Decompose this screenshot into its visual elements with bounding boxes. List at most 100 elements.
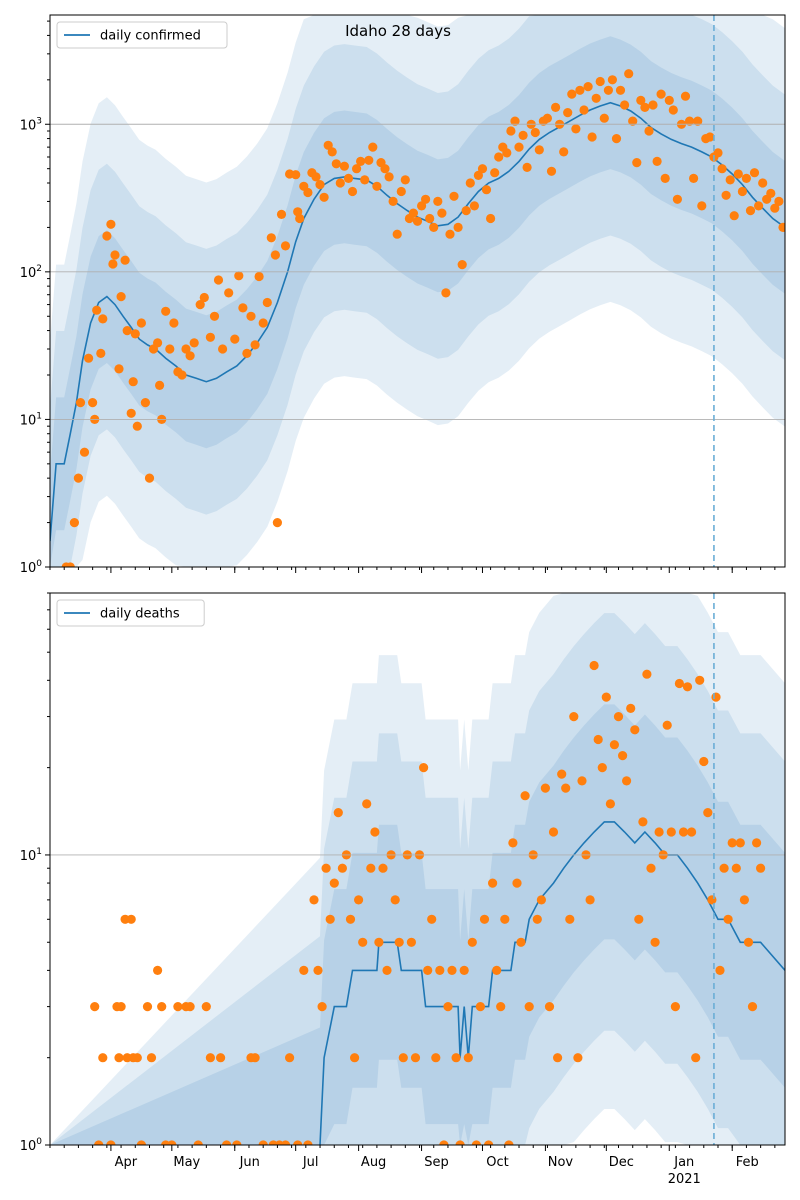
- data-point: [153, 338, 163, 348]
- data-point: [390, 895, 400, 905]
- data-point: [715, 965, 725, 976]
- data-point: [73, 473, 83, 483]
- data-point: [356, 156, 366, 166]
- data-point: [315, 180, 325, 190]
- data-point: [319, 192, 329, 202]
- data-point: [439, 1140, 449, 1145]
- data-point: [471, 1140, 481, 1145]
- data-point: [717, 164, 727, 174]
- data-point: [479, 914, 490, 924]
- data-point: [441, 288, 451, 298]
- data-point: [561, 783, 571, 793]
- data-point: [216, 1053, 226, 1063]
- data-point: [321, 863, 331, 873]
- data-point: [685, 116, 695, 126]
- data-point: [153, 965, 163, 976]
- data-point: [331, 159, 341, 169]
- data-point: [733, 169, 743, 179]
- data-point: [262, 297, 272, 308]
- data-point: [79, 447, 90, 457]
- data-point: [455, 1140, 465, 1145]
- data-point: [75, 398, 86, 408]
- data-point: [266, 233, 276, 243]
- data-point: [553, 1053, 563, 1063]
- data-point: [242, 348, 252, 358]
- data-point: [544, 1002, 555, 1012]
- data-point: [766, 188, 776, 198]
- data-point: [735, 838, 745, 848]
- data-point: [492, 965, 502, 976]
- data-point: [445, 229, 455, 239]
- data-point: [540, 783, 551, 793]
- data-point: [360, 175, 370, 185]
- data-point: [607, 75, 618, 85]
- data-point: [747, 1002, 758, 1012]
- data-point: [398, 1053, 408, 1063]
- data-point: [374, 937, 384, 947]
- data-point: [303, 1140, 313, 1145]
- data-point: [689, 173, 699, 183]
- data-point: [234, 271, 244, 281]
- data-point: [465, 178, 475, 188]
- data-point: [640, 102, 650, 112]
- data-point: [323, 140, 333, 150]
- data-point: [682, 682, 693, 692]
- data-point: [518, 130, 528, 140]
- x-tick-label: Jun: [239, 1155, 260, 1170]
- data-point: [177, 370, 187, 380]
- data-point: [559, 147, 569, 157]
- data-point: [382, 965, 392, 976]
- y-tick-label: 100: [20, 559, 43, 576]
- data-point: [634, 914, 644, 924]
- data-point: [449, 191, 459, 201]
- data-point: [705, 132, 715, 142]
- data-point: [502, 148, 512, 158]
- uncertainty-band-3: [50, 36, 785, 567]
- data-point: [313, 965, 323, 976]
- data-point: [567, 89, 577, 99]
- data-point: [469, 201, 479, 211]
- series-line-daily-confirmed: [50, 101, 785, 542]
- data-point: [739, 895, 750, 905]
- data-point: [380, 164, 390, 174]
- data-point: [218, 344, 228, 354]
- data-point: [222, 1140, 232, 1145]
- data-point: [303, 187, 313, 198]
- data-point: [494, 152, 504, 162]
- data-point: [611, 134, 622, 144]
- data-point: [102, 231, 112, 241]
- data-point: [741, 173, 752, 183]
- data-point: [622, 776, 632, 786]
- x-tick-label: Dec: [609, 1155, 634, 1170]
- x-tick-label: Feb: [736, 1155, 759, 1170]
- data-point: [467, 937, 477, 947]
- data-point: [213, 275, 224, 285]
- legend-label: daily deaths: [100, 607, 180, 622]
- data-point: [624, 69, 634, 79]
- data-point: [579, 105, 589, 115]
- data-point: [691, 1053, 701, 1063]
- data-point: [514, 142, 524, 152]
- data-point: [258, 1140, 268, 1145]
- data-point: [98, 314, 108, 324]
- data-point: [605, 799, 616, 809]
- y-tick-label: 102: [20, 264, 42, 281]
- x-tick-label: Apr: [115, 1155, 138, 1170]
- data-point: [752, 838, 762, 848]
- data-point: [169, 318, 179, 328]
- data-point: [699, 756, 709, 767]
- data-point: [644, 126, 654, 136]
- data-point: [280, 1140, 291, 1145]
- data-point: [352, 164, 362, 174]
- data-point: [317, 1002, 327, 1012]
- data-point: [725, 175, 735, 185]
- data-point: [573, 1053, 583, 1063]
- data-point: [666, 827, 676, 837]
- data-point: [400, 175, 410, 185]
- x-tick-sublabel: 2021: [668, 1172, 701, 1187]
- data-point: [678, 827, 689, 837]
- data-point: [591, 93, 601, 103]
- data-point: [270, 250, 280, 260]
- data-point: [293, 1140, 303, 1145]
- data-point: [743, 937, 754, 947]
